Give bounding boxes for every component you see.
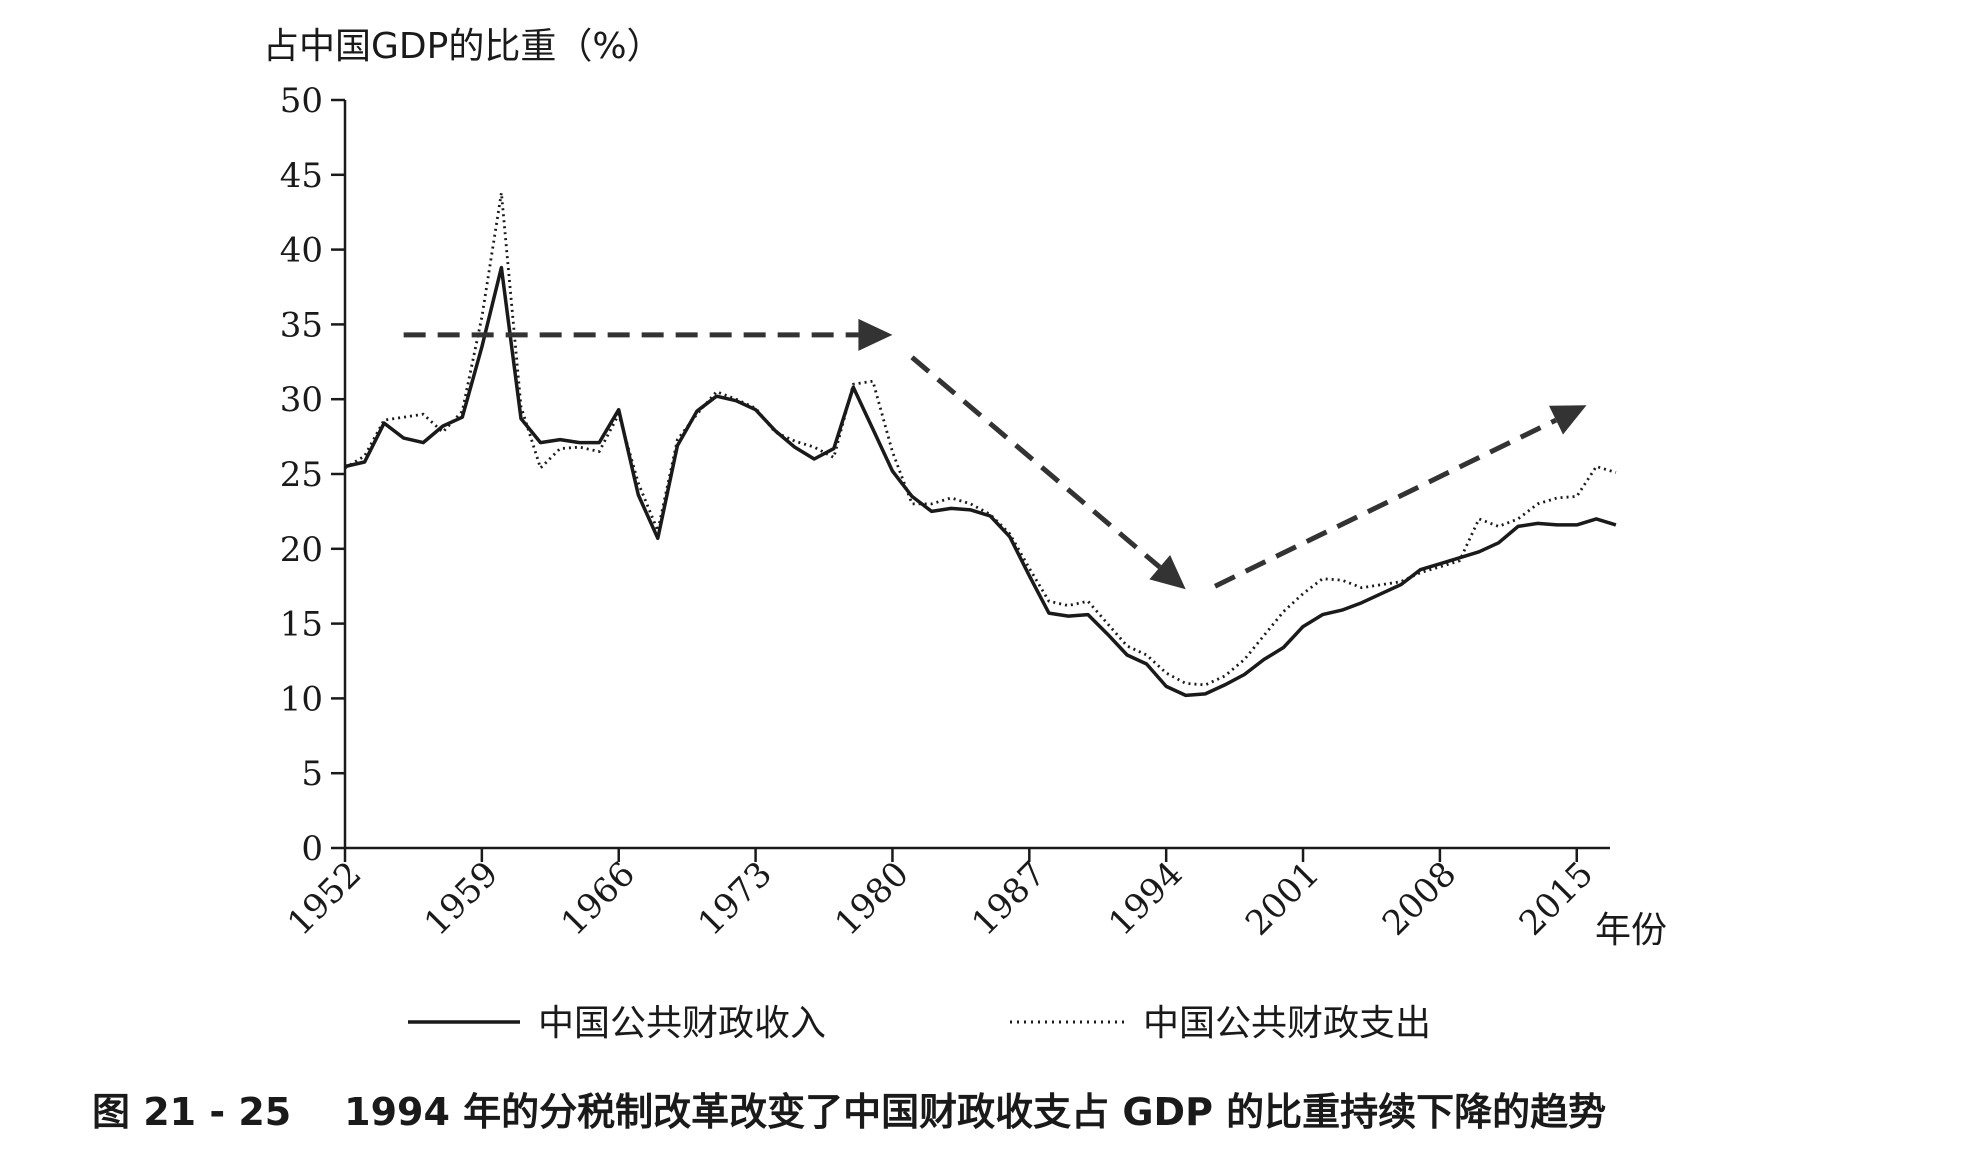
trend-arrow-head	[1149, 555, 1186, 590]
x-tick-label: 1987	[964, 854, 1053, 943]
trend-arrow-shaft	[1213, 417, 1558, 589]
x-tick-label: 1952	[280, 854, 369, 943]
y-axis-ticks: 0 5 10 15 20 25 30 35 40 45 50	[280, 81, 345, 869]
x-axis-ticks: 1952 1959 1966 1973 1980 1987 1994 2001 2008 2015	[280, 848, 1601, 944]
x-tick-label: 1959	[417, 854, 506, 943]
y-tick-label: 0	[301, 829, 323, 869]
trend-arrows	[403, 318, 1587, 590]
trend-arrow-shaft	[910, 355, 1162, 570]
x-tick-label: 2008	[1375, 854, 1464, 943]
legend-label-revenue: 中国公共财政收入	[538, 1003, 826, 1044]
y-axis-title: 占中国GDP的比重（%）	[263, 26, 663, 67]
x-tick-label: 1973	[690, 854, 779, 943]
x-tick-label: 1980	[827, 854, 916, 943]
y-tick-label: 30	[280, 380, 323, 420]
y-tick-label: 50	[280, 81, 323, 121]
y-tick-label: 45	[280, 156, 323, 196]
y-tick-label: 5	[301, 754, 323, 794]
y-tick-label: 10	[280, 679, 323, 719]
y-tick-label: 20	[280, 530, 323, 570]
x-tick-label: 2001	[1238, 854, 1327, 943]
x-tick-label: 2015	[1512, 854, 1601, 943]
legend-label-expenditure: 中国公共财政支出	[1143, 1003, 1431, 1044]
series-layer	[344, 191, 1617, 698]
x-tick-label: 1994	[1101, 854, 1190, 943]
series-line-revenue	[344, 265, 1617, 698]
y-tick-label: 15	[280, 605, 323, 645]
y-tick-label: 35	[280, 305, 323, 345]
x-tick-label: 1966	[554, 854, 643, 943]
y-tick-label: 40	[280, 231, 323, 271]
figure-caption: 图 21 - 25 1994 年的分税制改革改变了中国财政收支占 GDP 的比重…	[92, 1090, 1606, 1134]
trend-arrow-head	[1549, 405, 1587, 435]
trend-arrow-head	[858, 318, 893, 351]
x-axis-title: 年份	[1595, 910, 1667, 951]
y-tick-label: 25	[280, 455, 323, 495]
legend: 中国公共财政收入 中国公共财政支出	[408, 1003, 1431, 1044]
